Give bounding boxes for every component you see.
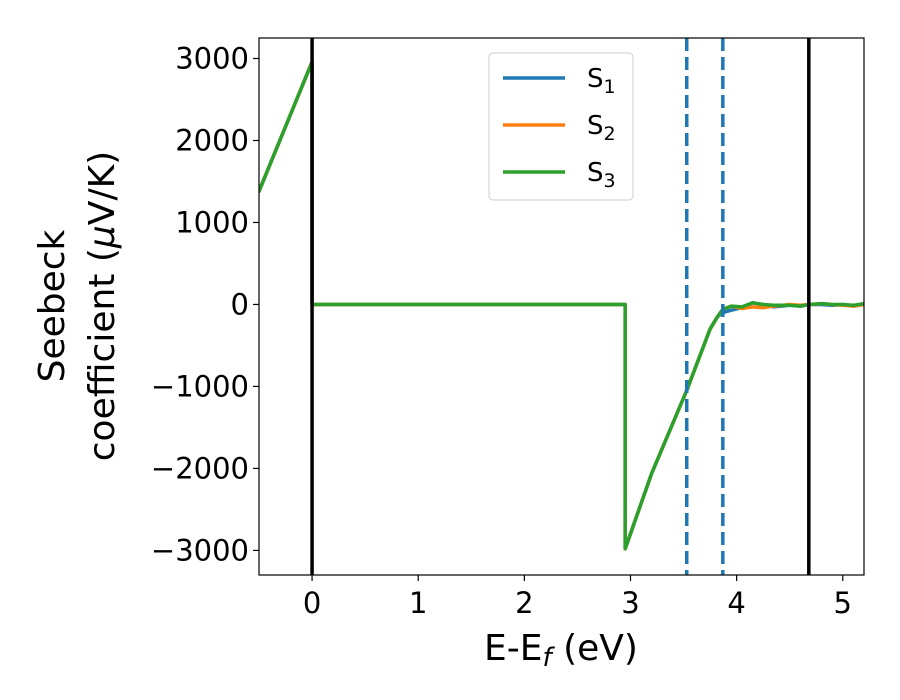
- series-layer: [259, 60, 864, 551]
- y-tick-label: −1000: [151, 369, 249, 403]
- x-axis-ticks: 0 1 2 3 4 5: [303, 575, 852, 620]
- y-tick-label: 2000: [175, 123, 249, 157]
- plot-frame: [258, 37, 865, 576]
- y-tick-label: −2000: [151, 451, 249, 485]
- y-axis-ticks: 3000 2000 1000 0 −1000 −2000 −3000: [151, 41, 259, 567]
- y-tick-label: 3000: [175, 41, 249, 75]
- legend: S1 S2 S3: [488, 52, 634, 201]
- x-tick-label: 3: [621, 586, 639, 620]
- x-tick-label: 0: [303, 586, 321, 620]
- y-axis-title-line1: Seebeck: [32, 229, 73, 382]
- y-tick-label: −3000: [151, 533, 249, 567]
- x-tick-label: 4: [727, 586, 745, 620]
- legend-label-3: S3: [587, 158, 616, 192]
- y-axis-title-line2: coefficient (μV/K): [82, 151, 123, 461]
- y-tick-label: 0: [231, 287, 249, 321]
- series-line-3: [259, 60, 864, 551]
- x-axis-title: E-Ef (eV): [484, 628, 638, 673]
- plot-area: [258, 37, 865, 576]
- legend-label-1: S1: [587, 64, 616, 98]
- x-tick-label: 1: [409, 586, 427, 620]
- x-tick-label: 5: [834, 586, 852, 620]
- y-axis-title: Seebeck coefficient (μV/K): [32, 151, 123, 461]
- reference-lines: [310, 38, 811, 575]
- y-tick-label: 1000: [175, 205, 249, 239]
- legend-label-2: S2: [587, 111, 616, 145]
- x-tick-label: 2: [515, 586, 533, 620]
